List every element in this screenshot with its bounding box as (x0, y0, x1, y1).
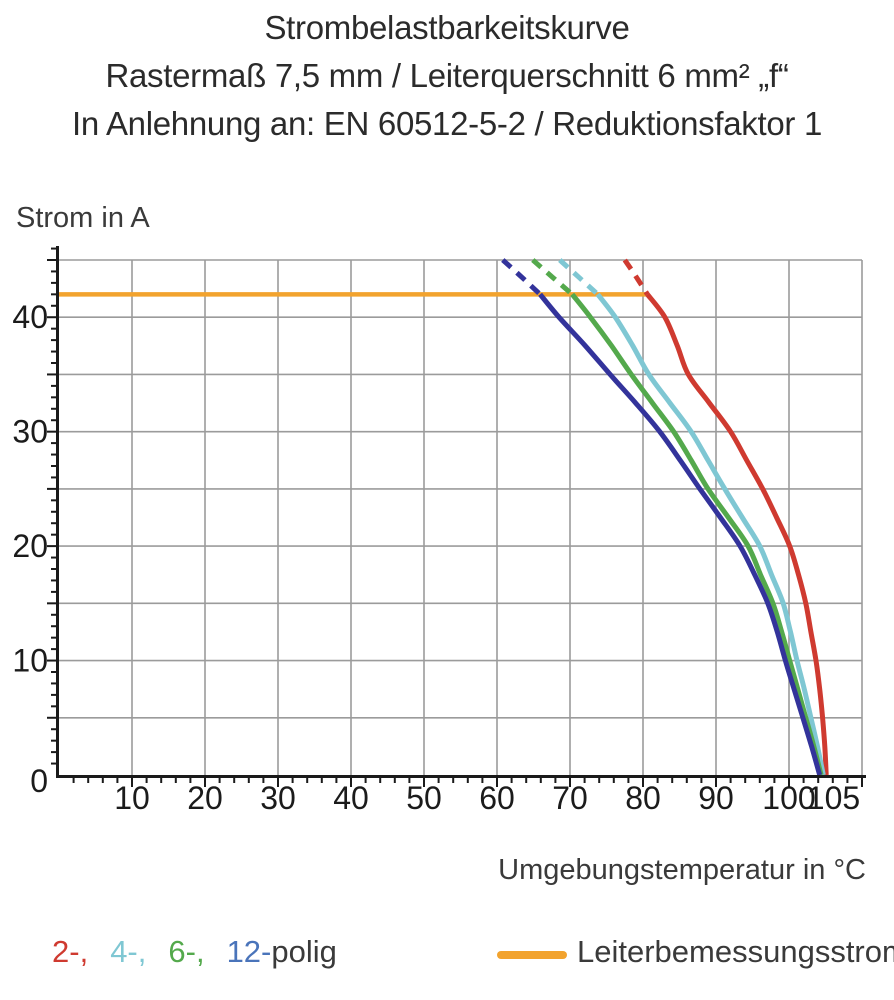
x-tick-label: 30 (260, 780, 296, 816)
y-tick-label: 40 (12, 299, 48, 335)
axes (56, 246, 866, 778)
x-axis-label: Umgebungstemperatur in °C (498, 854, 866, 886)
y-tick-label: 20 (12, 528, 48, 564)
curve-dashed-12-polig (501, 258, 542, 297)
curve-12-polig (538, 292, 823, 776)
y-axis-label: Strom in A (16, 202, 150, 234)
series-6-polig (531, 258, 824, 776)
x-tick-label: 100 (762, 780, 815, 816)
legend-item-2-polig: 2-, (52, 934, 89, 969)
curve-dashed-4-polig (558, 258, 600, 297)
y-tick-label: 30 (12, 414, 48, 450)
legend-item-6-polig: 6-, (168, 934, 205, 969)
legend-item-polig: polig (271, 934, 337, 969)
y-tick-label: 10 (12, 643, 48, 679)
x-tick-label: 90 (698, 780, 734, 816)
title-line-3: In Anlehnung an: EN 60512-5-2 / Reduktio… (71, 105, 822, 142)
reference-line-swatch (497, 951, 567, 959)
title-line-2: Rastermaß 7,5 mm / Leiterquerschnitt 6 m… (105, 57, 789, 94)
series-2-polig (622, 258, 829, 776)
reference-line-label: Leiterbemessungsstrom (577, 934, 894, 969)
chart-title: Strombelastbarkeitskurve Rastermaß 7,5 m… (0, 4, 894, 148)
curve-dashed-6-polig (531, 258, 574, 297)
x-tick-label: 70 (552, 780, 588, 816)
title-line-1: Strombelastbarkeitskurve (264, 9, 630, 46)
x-tick-label: 40 (333, 780, 369, 816)
series-4-polig (558, 258, 826, 776)
x-tick-label: 20 (187, 780, 223, 816)
axis-ticks (47, 247, 863, 787)
x-tick-label: 50 (406, 780, 442, 816)
series-legend: 2-, 4-, 6-, 12-polig (52, 934, 337, 970)
y-tick-label: 0 (30, 763, 48, 799)
legend-item-4-polig: 4-, (110, 934, 147, 969)
legend-item-12: 12- (226, 934, 272, 969)
curve-2-polig (645, 292, 829, 776)
x-tick-label: 10 (114, 780, 150, 816)
x-tick-label: 60 (479, 780, 515, 816)
x-tick-label: 105 (807, 780, 860, 816)
x-tick-label: 80 (625, 780, 661, 816)
curve-dashed-2-polig (622, 258, 650, 296)
curve-4-polig (595, 292, 826, 776)
series-12-polig (501, 258, 823, 776)
curve-6-polig (570, 292, 824, 776)
